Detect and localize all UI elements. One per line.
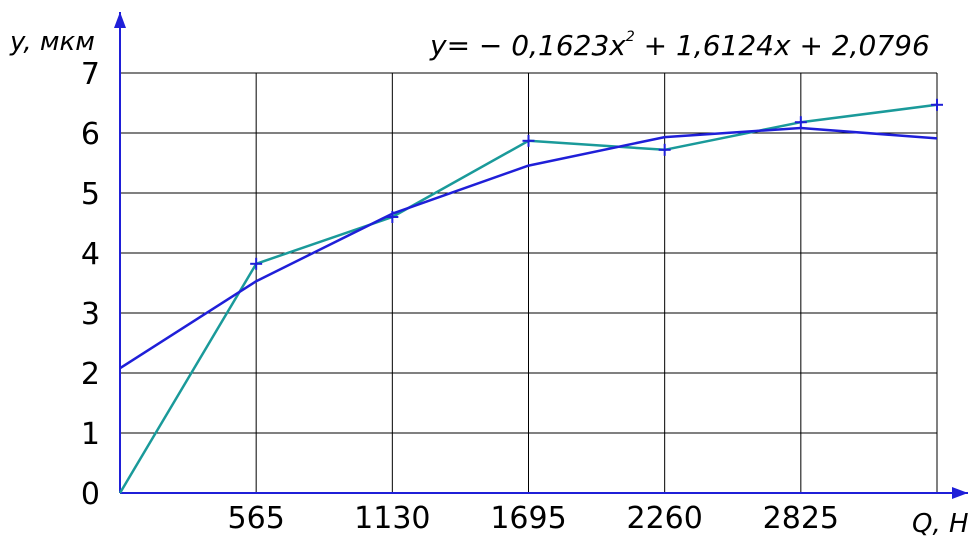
- y-tick-label: 5: [81, 177, 100, 212]
- y-tick-label: 7: [81, 57, 100, 92]
- x-tick-label: 565: [228, 501, 285, 536]
- y-tick-label: 3: [81, 297, 100, 332]
- y-axis-arrow: [114, 12, 126, 28]
- x-axis-arrow: [952, 487, 968, 499]
- y-tick-label: 2: [81, 357, 100, 392]
- series-group: [118, 98, 943, 494]
- y-tick-label: 4: [81, 237, 100, 272]
- x-tick-label: 2260: [626, 501, 702, 536]
- tick-labels: 0 1 2 3 4 5 6 7 565 1130 1695 2260 2825: [81, 57, 839, 536]
- y-tick-label: 1: [81, 417, 100, 452]
- x-tick-label: 2825: [763, 501, 839, 536]
- data-point-marker: [794, 116, 807, 129]
- y-tick-label: 6: [81, 117, 100, 152]
- data-point-marker: [658, 143, 671, 156]
- x-tick-label: 1695: [490, 501, 566, 536]
- x-tick-label: 1130: [354, 501, 430, 536]
- grid: [120, 72, 938, 493]
- regression-equation: y= − 0,1623x2 + 1,6124x + 2,0796: [429, 29, 930, 62]
- series-line-1: [119, 126, 938, 370]
- x-axis-label: Q, Н: [912, 509, 969, 537]
- data-point-marker: [250, 257, 263, 270]
- axes: [114, 12, 968, 499]
- y-tick-label: 0: [81, 477, 100, 512]
- data-point-marker: [931, 98, 943, 111]
- y-axis-label: y, мкм: [9, 27, 95, 57]
- data-point-marker: [522, 134, 535, 147]
